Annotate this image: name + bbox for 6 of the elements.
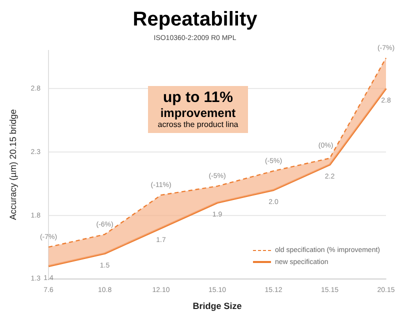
x-axis-title: Bridge Size	[192, 301, 242, 312]
y-axis-title: Accuracy (µm) 20.15 bridge	[8, 109, 18, 220]
annotation: up to 11%	[162, 89, 234, 106]
annotation: across the product lina	[156, 120, 240, 129]
annotation: improvement	[159, 106, 237, 120]
chart-title: Repeatability	[132, 8, 258, 31]
